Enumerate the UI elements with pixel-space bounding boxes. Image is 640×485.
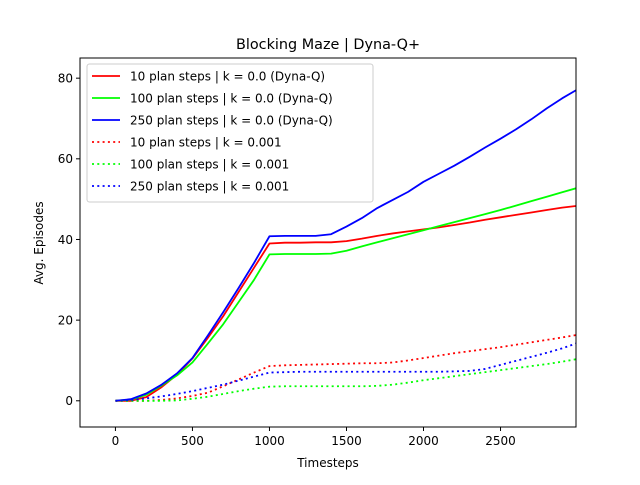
- x-tick-label: 1500: [331, 434, 362, 448]
- legend-label: 250 plan steps | k = 0.0 (Dyna-Q): [130, 113, 333, 127]
- legend-label: 10 plan steps | k = 0.001: [130, 135, 282, 149]
- series-line-4: [115, 334, 576, 402]
- plot-frame: [79, 57, 577, 428]
- x-tick-label: 1000: [254, 434, 285, 448]
- chart-title: Blocking Maze | Dyna-Q+: [236, 37, 420, 53]
- legend-box: [86, 63, 374, 203]
- x-tick-label: 500: [181, 434, 204, 448]
- x-axis-label: Timesteps: [296, 456, 359, 470]
- x-tick-label: 2500: [485, 434, 516, 448]
- axis-ticks: 0 500 1000 1500 2000 2500 0 20 40 60 80: [58, 71, 516, 448]
- series-line-3: [115, 89, 576, 402]
- y-tick-label: 60: [58, 152, 73, 166]
- legend: 10 plan steps | k = 0.0 (Dyna-Q) 100 plan…: [86, 63, 374, 203]
- legend-label: 100 plan steps | k = 0.0 (Dyna-Q): [130, 91, 333, 105]
- y-tick-label: 0: [65, 394, 73, 408]
- series-line-5: [115, 358, 576, 402]
- legend-label: 250 plan steps | k = 0.001: [130, 179, 289, 193]
- y-tick-label: 80: [58, 71, 73, 85]
- legend-label: 10 plan steps | k = 0.0 (Dyna-Q): [130, 69, 325, 83]
- y-axis-label: Avg. Episodes: [32, 201, 46, 284]
- axes: [79, 57, 577, 428]
- series-line-6: [115, 342, 576, 402]
- x-tick-label: 0: [112, 434, 120, 448]
- series-line-2: [115, 187, 576, 402]
- y-tick-label: 20: [58, 313, 73, 327]
- y-tick-label: 40: [58, 233, 73, 247]
- legend-label: 100 plan steps | k = 0.001: [130, 157, 289, 171]
- x-tick-label: 2000: [408, 434, 439, 448]
- series-lines: [115, 89, 576, 402]
